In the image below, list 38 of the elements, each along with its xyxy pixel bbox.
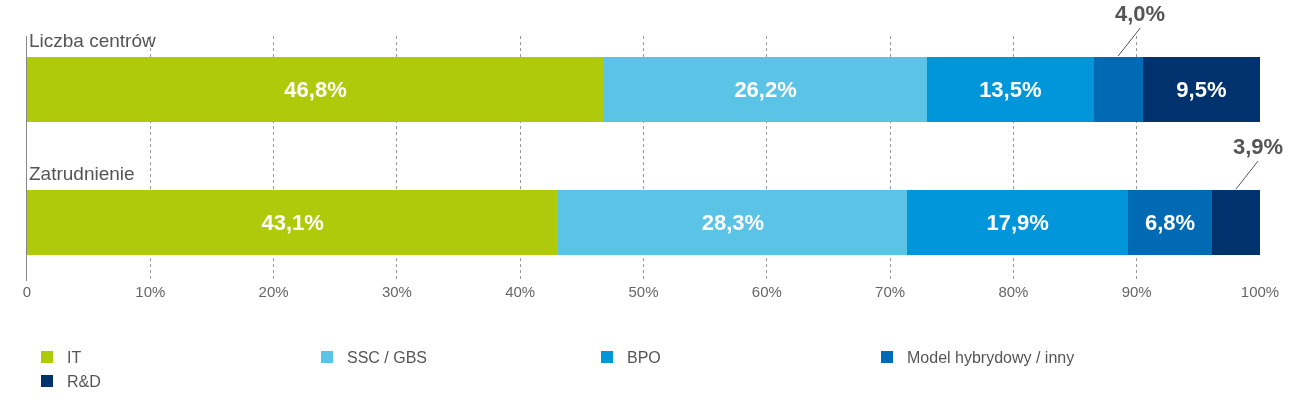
data-label: 26,2% [734,76,797,102]
legend-label: R&D [67,373,101,391]
data-label: 17,9% [986,209,1049,235]
x-tick-label: 60% [751,283,782,300]
bar [907,189,1129,256]
y-tick-label: Liczba centrów [29,30,157,51]
bar [1128,189,1212,256]
bar [1142,56,1260,122]
legend-label: IT [67,349,82,367]
data-label: 4,0% [1115,1,1166,26]
legend-label: SSC / GBS [347,349,428,367]
bar [927,56,1094,122]
data-label: 9,5% [1176,76,1227,102]
x-tick-label: 70% [875,283,906,300]
bar [27,189,559,256]
x-tick-label: 10% [135,283,166,300]
x-tick-label: 100% [1240,283,1280,300]
x-tick-label: 90% [1121,283,1152,300]
legend-label: BPO [627,349,661,367]
x-tick-label: 0 [22,283,32,300]
data-label: 28,3% [701,209,765,235]
bar [604,56,928,122]
x-tick-label: 30% [381,283,412,300]
x-tick-label: 50% [628,283,659,300]
data-label: 6,8% [1144,209,1196,235]
bar [1211,189,1260,256]
data-label: 43,1% [261,209,324,235]
data-label: 13,5% [979,76,1042,102]
x-tick-label: 80% [998,283,1029,300]
bar [558,189,908,256]
x-tick-label: 20% [258,283,289,300]
data-label: 3,9% [1233,134,1284,159]
data-label: 46,8% [284,76,347,102]
bar [1093,56,1143,122]
legend-label: Model hybrydowy / inny [907,349,1075,367]
y-tick-label: Zatrudnienie [29,163,135,184]
x-tick-label: 40% [505,283,536,300]
bar [27,56,605,122]
